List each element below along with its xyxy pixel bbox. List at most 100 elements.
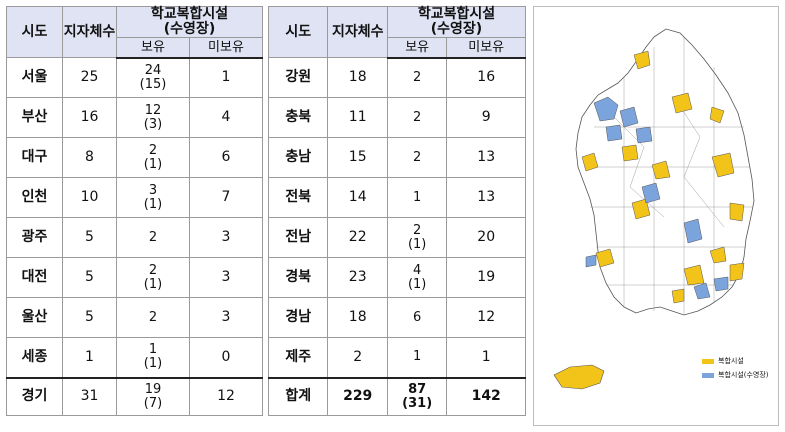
legend-pool: 복합시설(수영장) — [702, 371, 769, 380]
cell-count: 18 — [327, 297, 388, 338]
cell-count: 5 — [62, 217, 117, 258]
cell-have: 2 — [116, 217, 190, 258]
cell-have: 3 (1) — [116, 177, 190, 218]
cell-count: 31 — [62, 376, 117, 416]
cell-have: 6 — [386, 297, 448, 338]
right-stats-table: 시도 지자체수 학교복합시설 (수영장) 보유 미보유 강원 18 2 16 충북 11 2… — [267, 6, 527, 416]
cell-have: 2 — [116, 297, 190, 338]
cell-have: 24 (15) — [116, 57, 190, 98]
cell-have: 2 (1) — [116, 257, 190, 298]
cell-count: 11 — [327, 97, 388, 138]
cell-have: 1 — [386, 337, 448, 378]
cell-have: 2 — [386, 57, 448, 98]
cell-not-have: 13 — [446, 137, 526, 178]
cell-have-value: 1 — [413, 349, 422, 365]
cell-count: 25 — [62, 57, 117, 98]
cell-have-value: 19 — [144, 381, 162, 397]
cell-have-value: 1 — [413, 189, 422, 205]
cell-region: 광주 — [6, 217, 63, 258]
cell-region: 울산 — [6, 297, 63, 338]
cell-not-have: 142 — [446, 376, 526, 416]
cell-region: 합계 — [267, 376, 329, 416]
cell-have: 2 (1) — [116, 137, 190, 178]
cell-not-have: 13 — [446, 177, 526, 218]
header-region: 시도 — [6, 6, 63, 58]
cell-have-value: 87 — [408, 381, 427, 397]
cell-not-have: 3 — [189, 217, 263, 258]
table-row: 충남 15 2 13 — [267, 137, 526, 178]
cell-have-pool: (1) — [407, 276, 427, 292]
cell-not-have: 19 — [446, 257, 526, 298]
cell-have-value: 2 — [413, 109, 422, 125]
header-facility-sub: (수영장) — [163, 21, 216, 37]
table-row: 강원 18 2 16 — [267, 57, 526, 98]
cell-count: 8 — [62, 137, 117, 178]
korea-map-panel: 복합시설 복합시설(수영장) — [533, 6, 779, 426]
cell-have-value: 2 — [413, 222, 422, 238]
cell-not-have: 6 — [189, 137, 263, 178]
cell-have-value: 3 — [148, 182, 158, 198]
cell-count: 18 — [327, 57, 388, 98]
jeju-island — [553, 364, 605, 390]
cell-region: 부산 — [6, 97, 63, 138]
cell-count: 15 — [327, 137, 388, 178]
header-facility-title: 학교복합시설 — [417, 6, 496, 22]
cell-region: 제주 — [267, 337, 329, 378]
cell-have-value: 2 — [148, 229, 158, 245]
cell-have: 12 (3) — [116, 97, 190, 138]
table-row: 경남 18 6 12 — [267, 297, 526, 338]
cell-not-have: 20 — [446, 217, 526, 258]
cell-region: 경기 — [6, 376, 63, 416]
cell-have-value: 2 — [148, 262, 158, 278]
cell-count: 5 — [62, 297, 117, 338]
table-row: 부산 16 12 (3) 4 — [6, 97, 263, 138]
cell-not-have: 0 — [189, 337, 263, 378]
cell-have-pool: (1) — [143, 276, 163, 292]
header-facility-title: 학교복합시설 — [150, 6, 229, 22]
table-row: 대구 8 2 (1) 6 — [6, 137, 263, 178]
cell-have-pool: (3) — [143, 116, 163, 132]
cell-have: 87 (31) — [386, 376, 448, 416]
cell-not-have: 9 — [446, 97, 526, 138]
cell-have-value: 6 — [413, 309, 422, 325]
cell-have-value: 1 — [148, 342, 158, 358]
table-row: 경기 31 19 (7) 12 — [6, 376, 263, 416]
cell-not-have: 12 — [189, 376, 263, 416]
cell-region: 강원 — [267, 57, 329, 98]
cell-have-value: 12 — [144, 102, 162, 118]
right-table-body: 강원 18 2 16 충북 11 2 9 충남 15 2 13 전북 14 1 13 전남 22 2 (1) 20 경북 2… — [267, 57, 526, 416]
korea-map — [553, 28, 755, 390]
cell-not-have: 4 — [189, 97, 263, 138]
left-table-body: 서울 25 24 (15) 1 부산 16 12 (3) 4 대구 8 2 (1) 6 인천 10 3 (1) 7 광주… — [6, 57, 263, 416]
legend-facility: 복합시설 — [702, 357, 769, 366]
cell-region: 전남 — [267, 217, 329, 258]
header-facility: 학교복합시설 (수영장) — [116, 6, 263, 38]
header-region: 시도 — [267, 6, 329, 58]
cell-have-pool: (1) — [143, 356, 163, 372]
map-legend: 복합시설 복합시설(수영장) — [702, 357, 769, 385]
legend-pool-swatch — [702, 373, 714, 378]
header-count: 지자체수 — [327, 6, 388, 58]
cell-have-pool: (1) — [407, 236, 427, 252]
cell-have-value: 4 — [413, 262, 422, 278]
facility-regions — [581, 50, 745, 304]
table-row: 세종 1 1 (1) 0 — [6, 337, 263, 378]
header-not-have: 미보유 — [189, 37, 263, 59]
cell-have: 2 — [386, 137, 448, 178]
header-count: 지자체수 — [62, 6, 117, 58]
cell-region: 서울 — [6, 57, 63, 98]
cell-have: 1 (1) — [116, 337, 190, 378]
cell-region: 충남 — [267, 137, 329, 178]
cell-region: 경북 — [267, 257, 329, 298]
cell-not-have: 7 — [189, 177, 263, 218]
cell-have-pool: (7) — [143, 395, 163, 411]
table-row: 충북 11 2 9 — [267, 97, 526, 138]
pool-regions — [585, 96, 729, 300]
cell-count: 23 — [327, 257, 388, 298]
cell-have-pool: (1) — [143, 156, 163, 172]
cell-region: 세종 — [6, 337, 63, 378]
cell-region: 경남 — [267, 297, 329, 338]
cell-have-value: 2 — [148, 309, 158, 325]
cell-have-pool: (1) — [143, 196, 163, 212]
header-facility: 학교복합시설 (수영장) — [386, 6, 527, 38]
